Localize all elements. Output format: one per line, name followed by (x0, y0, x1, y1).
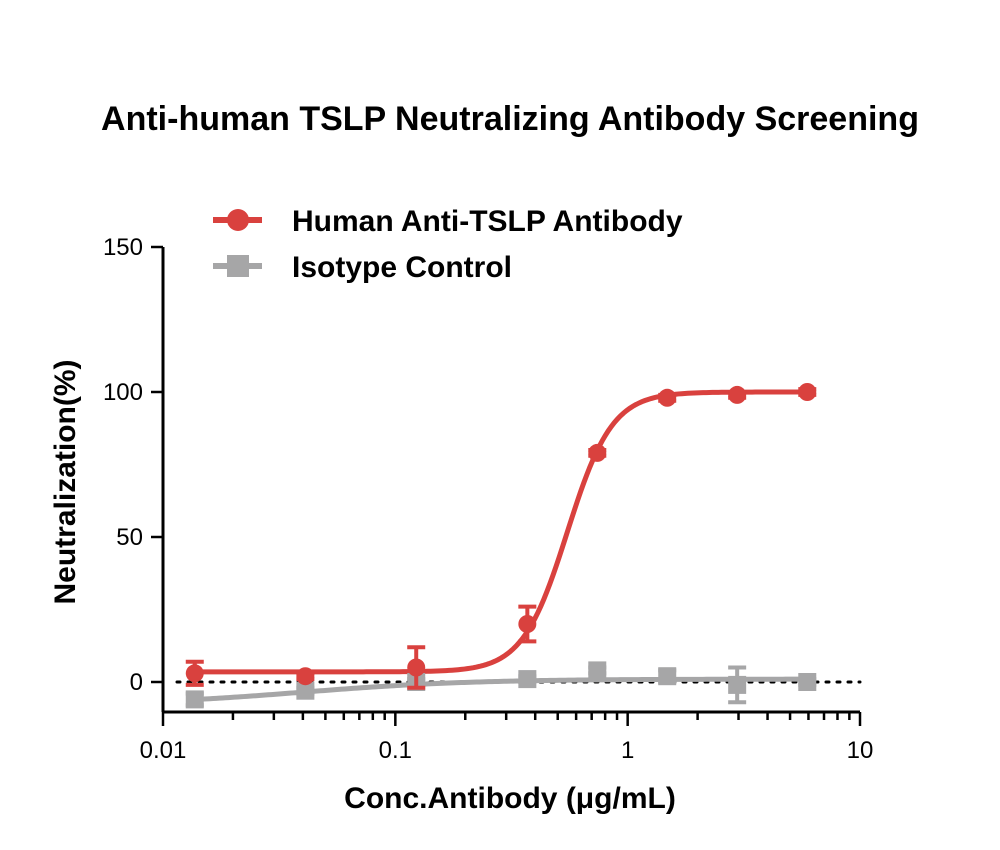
data-point (798, 673, 817, 691)
data-point (588, 443, 607, 462)
data-point (798, 383, 817, 401)
data-point (588, 661, 607, 680)
legend-label: Isotype Control (292, 251, 512, 284)
axes: 0 50 100 150 0.01 0.1 1 10 (103, 234, 873, 764)
data-point (296, 667, 315, 686)
y-tick-label: 0 (130, 669, 143, 696)
legend-marker (227, 255, 249, 277)
x-axis-label: Conc.Antibody (μg/mL) (344, 782, 676, 815)
data-point (185, 664, 204, 683)
x-tick-label: 0.1 (379, 737, 412, 764)
legend-label: Human Anti-TSLP Antibody (292, 205, 683, 238)
data-point (296, 681, 315, 700)
data-point (518, 615, 537, 633)
data-point (518, 670, 537, 689)
data-point (728, 675, 747, 694)
x-tick-label: 10 (847, 737, 874, 764)
data-point (407, 658, 426, 677)
y-tick-label: 150 (103, 234, 143, 261)
y-axis-label: Neutralization(%) (49, 359, 82, 604)
y-tick-label: 50 (116, 524, 143, 551)
legend-marker (227, 209, 249, 231)
data-point (185, 690, 204, 709)
y-tick-label: 100 (103, 379, 143, 406)
fit-curves (192, 389, 810, 703)
x-tick-label: 0.01 (140, 737, 187, 764)
data-point (658, 388, 677, 407)
fit-curve (192, 389, 810, 675)
data-points (185, 383, 817, 709)
data-point (658, 667, 677, 686)
data-point (728, 385, 747, 404)
legend: Human Anti-TSLP Antibody Isotype Control (213, 205, 683, 284)
x-tick-label: 1 (621, 737, 634, 764)
chart-title: Anti-human TSLP Neutralizing Antibody Sc… (101, 100, 919, 138)
